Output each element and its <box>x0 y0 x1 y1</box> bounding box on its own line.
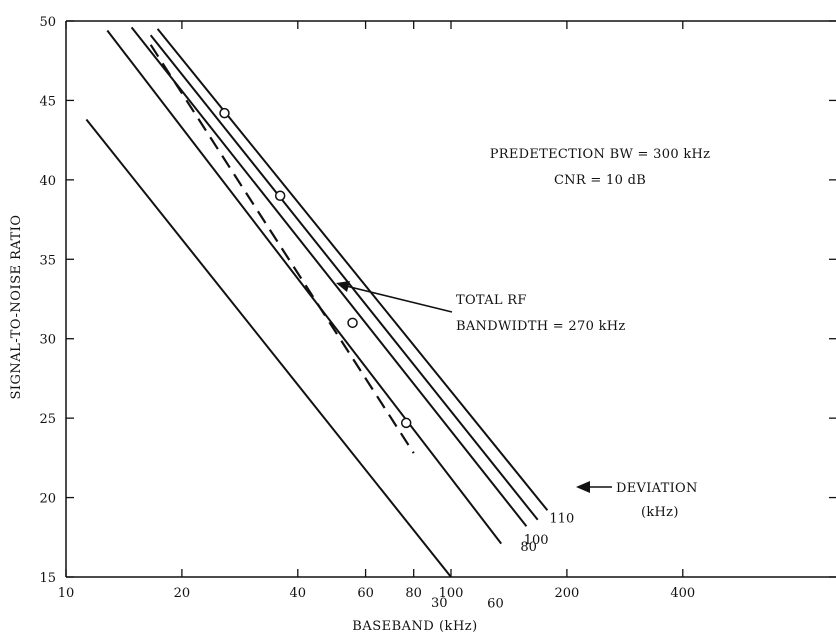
series-label-30: 30 <box>431 596 448 611</box>
axes <box>65 20 836 578</box>
data-point-marker <box>219 107 230 119</box>
total-rf-arrowhead-icon <box>336 281 350 292</box>
data-point-marker <box>274 190 286 201</box>
y-tick-label: 30 <box>39 333 56 348</box>
total-rf-label: TOTAL RF <box>456 293 527 308</box>
series-label-60: 60 <box>487 597 504 612</box>
series-line-110 <box>156 28 549 511</box>
y-tick-label: 40 <box>39 174 56 189</box>
deviation-unit-label: (kHz) <box>641 505 679 520</box>
y-tick-label: 50 <box>39 15 56 30</box>
x-tick-label: 60 <box>357 586 374 601</box>
x-tick-label: 40 <box>290 586 307 601</box>
series-label-110: 110 <box>549 511 574 526</box>
deviation-label: DEVIATION <box>616 481 698 496</box>
total-rf-bandwidth-label: BANDWIDTH = 270 kHz <box>456 319 626 334</box>
cnr-label: CNR = 10 dB <box>554 173 646 188</box>
series-line-30 <box>85 118 452 578</box>
series-line-60 <box>106 29 502 545</box>
data-point-marker <box>400 417 412 429</box>
series-label-100: 100 <box>524 533 549 548</box>
x-tick-label: 80 <box>405 586 422 601</box>
series-line-80 <box>130 26 528 527</box>
series-label-80: 80 <box>520 540 537 555</box>
x-tick-label: 100 <box>439 586 464 601</box>
y-tick-label: 45 <box>39 94 56 109</box>
y-tick-label: 35 <box>39 253 56 268</box>
dashed-series-line <box>149 44 415 454</box>
y-tick-label: 20 <box>39 492 56 507</box>
y-tick-label: 15 <box>39 571 56 586</box>
x-tick-label: 400 <box>670 586 695 601</box>
x-tick-label: 200 <box>554 586 579 601</box>
data-markers <box>219 107 412 429</box>
total-rf-pointer <box>341 284 453 313</box>
predetection-bw-label: PREDETECTION BW = 300 kHz <box>490 147 711 162</box>
x-axis-title: BASEBAND (kHz) <box>352 619 477 634</box>
x-tick-label: 20 <box>174 586 191 601</box>
x-tick-label: 10 <box>58 586 75 601</box>
data-point-marker <box>347 317 358 329</box>
deviation-arrowhead-icon <box>576 481 590 493</box>
series-line-100 <box>149 34 539 521</box>
y-tick-label: 25 <box>39 412 56 427</box>
y-axis-title: SIGNAL-TO-NOISE RATIO <box>9 214 24 399</box>
